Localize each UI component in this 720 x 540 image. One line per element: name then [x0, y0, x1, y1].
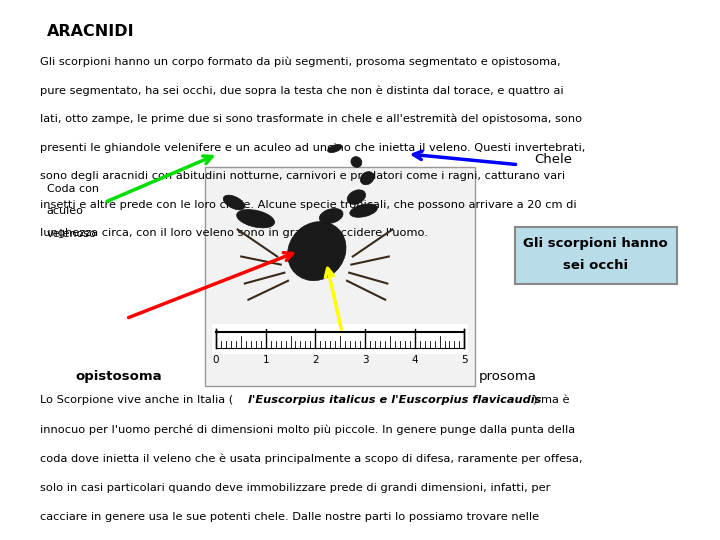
Text: lati, otto zampe, le prime due si sono trasformate in chele e all'estremità del : lati, otto zampe, le prime due si sono t… [40, 114, 582, 124]
Ellipse shape [350, 204, 377, 217]
Text: opistosoma: opistosoma [76, 370, 162, 383]
Text: prosoma: prosoma [479, 370, 536, 383]
Text: solo in casi particolari quando deve immobilizzare prede di grandi dimensioni, i: solo in casi particolari quando deve imm… [40, 483, 550, 493]
Ellipse shape [320, 208, 343, 224]
Text: presenti le ghiandole velenifere e un aculeo ad uncino che inietta il veleno. Qu: presenti le ghiandole velenifere e un ac… [40, 143, 585, 153]
Text: 1: 1 [262, 355, 269, 366]
Text: sono degli aracnidi con abitudini notturne, carnivori e predatori come i ragni, : sono degli aracnidi con abitudini nottur… [40, 171, 564, 181]
Text: lunghezza circa, con il loro veleno sono in grado di uccidere l'uomo.: lunghezza circa, con il loro veleno sono… [40, 228, 428, 239]
Text: Lo Scorpione vive anche in Italia (: Lo Scorpione vive anche in Italia ( [40, 395, 233, 406]
Ellipse shape [237, 210, 274, 228]
Text: ARACNIDI: ARACNIDI [47, 24, 135, 39]
Text: ) ma è: ) ma è [533, 395, 569, 406]
Text: aculeo: aculeo [47, 206, 84, 217]
Text: Chele: Chele [534, 153, 572, 166]
Bar [212, 324, 468, 354]
Text: Gli scorpioni hanno un corpo formato da più segmenti, prosoma segmentato e opist: Gli scorpioni hanno un corpo formato da … [40, 57, 560, 67]
Text: cacciare in genere usa le sue potenti chele. Dalle nostre parti lo possiamo trov: cacciare in genere usa le sue potenti ch… [40, 512, 539, 522]
Text: insetti e altre prede con le loro chele. Alcune specie tropicali, che possono ar: insetti e altre prede con le loro chele.… [40, 200, 576, 210]
Ellipse shape [328, 144, 342, 153]
Text: sei occhi: sei occhi [563, 259, 629, 273]
Bar [205, 167, 475, 386]
Text: 0: 0 [212, 355, 220, 366]
Ellipse shape [361, 172, 374, 185]
Text: 3: 3 [361, 355, 369, 366]
Text: l'Euscorpius italicus e l'Euscorpius flavicaudis: l'Euscorpius italicus e l'Euscorpius fla… [248, 395, 541, 406]
Text: 4: 4 [411, 355, 418, 366]
Ellipse shape [347, 190, 366, 204]
Text: Coda con: Coda con [47, 184, 99, 194]
Text: innocuo per l'uomo perché di dimensioni molto più piccole. In genere punge dalla: innocuo per l'uomo perché di dimensioni … [40, 424, 575, 435]
Text: Gli scorpioni hanno: Gli scorpioni hanno [523, 237, 668, 250]
FancyBboxPatch shape [515, 227, 677, 284]
Text: coda dove inietta il veleno che è usata principalmente a scopo di difesa, rarame: coda dove inietta il veleno che è usata … [40, 454, 582, 464]
Text: velenoso: velenoso [47, 229, 96, 239]
Text: pure segmentato, ha sei occhi, due sopra la testa che non è distinta dal torace,: pure segmentato, ha sei occhi, due sopra… [40, 85, 563, 96]
Ellipse shape [223, 195, 245, 210]
Ellipse shape [351, 157, 362, 167]
Ellipse shape [287, 221, 346, 281]
Text: 2: 2 [312, 355, 319, 366]
Text: 5: 5 [461, 355, 468, 366]
